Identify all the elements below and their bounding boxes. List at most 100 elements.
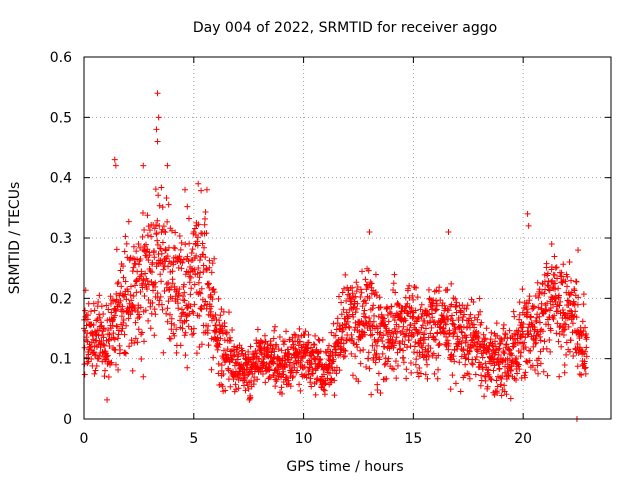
data-point <box>541 278 548 285</box>
data-point <box>169 268 176 275</box>
data-point <box>128 297 135 304</box>
data-point <box>201 244 208 251</box>
data-point <box>426 295 433 302</box>
data-point <box>198 341 205 348</box>
axis-ticks: 0 5 10 15 20 0 0.1 0.2 0.3 0.4 0.5 0.6 <box>50 50 611 447</box>
data-point <box>535 331 542 338</box>
data-point <box>562 278 569 285</box>
data-point <box>419 344 426 351</box>
data-point <box>101 373 108 380</box>
data-point <box>571 287 578 294</box>
data-point <box>139 233 146 240</box>
data-point <box>418 324 425 331</box>
data-point <box>480 331 487 338</box>
data-point <box>129 268 136 275</box>
data-point <box>353 279 360 286</box>
data-point <box>189 268 196 275</box>
data-point <box>411 284 418 291</box>
data-point <box>432 307 439 314</box>
data-point <box>164 253 171 260</box>
data-point <box>536 313 543 320</box>
data-point <box>371 312 378 319</box>
data-point <box>389 339 396 346</box>
data-point <box>495 346 502 353</box>
data-point <box>444 286 451 293</box>
data-point <box>154 241 161 248</box>
data-point <box>209 260 216 267</box>
data-point <box>537 348 544 355</box>
data-point <box>192 225 199 232</box>
data-point <box>435 352 442 359</box>
data-point <box>521 374 528 381</box>
data-point <box>416 329 423 336</box>
data-point <box>149 299 156 306</box>
data-point <box>580 291 587 298</box>
data-point <box>570 353 577 360</box>
data-point <box>186 240 193 247</box>
data-point <box>353 341 360 348</box>
data-point <box>485 348 492 355</box>
data-point <box>354 284 361 291</box>
data-point <box>328 329 335 336</box>
data-point <box>526 357 533 364</box>
data-point <box>464 324 471 331</box>
data-point <box>287 383 294 390</box>
data-point <box>426 311 433 318</box>
data-point <box>216 321 223 328</box>
data-point <box>145 317 152 324</box>
data-point <box>283 328 290 335</box>
data-point <box>271 327 278 334</box>
data-point <box>141 292 148 299</box>
data-point <box>418 301 425 308</box>
data-point <box>208 303 215 310</box>
data-point <box>316 337 323 344</box>
data-point <box>410 296 417 303</box>
data-point <box>483 325 490 332</box>
data-point <box>518 333 525 340</box>
data-point <box>148 233 155 240</box>
data-point <box>582 324 589 331</box>
data-point <box>155 114 162 121</box>
data-point <box>450 330 457 337</box>
data-point <box>385 318 392 325</box>
data-point <box>554 275 561 282</box>
data-point <box>394 349 401 356</box>
data-point <box>353 288 360 295</box>
data-point <box>164 305 171 312</box>
data-point <box>474 348 481 355</box>
data-point <box>176 253 183 260</box>
data-point <box>146 227 153 234</box>
data-point <box>311 341 318 348</box>
chart-title: Day 004 of 2022, SRMTID for receiver agg… <box>193 20 497 36</box>
data-point <box>466 375 473 382</box>
data-point <box>343 309 350 316</box>
data-point <box>582 370 589 377</box>
data-point <box>352 309 359 316</box>
data-point <box>450 321 457 328</box>
data-point <box>463 334 470 341</box>
data-point <box>452 303 459 310</box>
data-point <box>537 333 544 340</box>
data-point <box>396 346 403 353</box>
data-point <box>295 334 302 341</box>
data-point <box>384 305 391 312</box>
data-point <box>165 298 172 305</box>
data-point <box>576 371 583 378</box>
data-point <box>263 361 270 368</box>
data-point <box>564 273 571 280</box>
data-point <box>478 372 485 379</box>
data-point <box>581 358 588 365</box>
data-point <box>544 282 551 289</box>
data-point <box>418 313 425 320</box>
data-point <box>120 263 127 270</box>
data-point <box>142 270 149 277</box>
data-point <box>232 381 239 388</box>
data-point <box>229 326 236 333</box>
data-point <box>182 186 189 193</box>
data-point <box>198 306 205 313</box>
data-point <box>276 333 283 340</box>
data-point <box>470 298 477 305</box>
data-point <box>280 371 287 378</box>
data-point <box>297 387 304 394</box>
data-point <box>449 312 456 319</box>
